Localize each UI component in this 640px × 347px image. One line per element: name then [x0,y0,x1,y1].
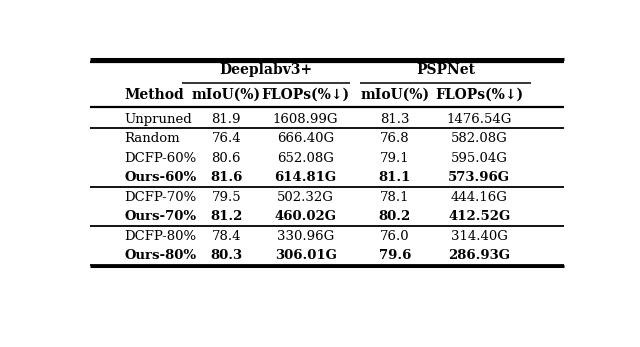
Text: 79.6: 79.6 [379,249,411,262]
Text: 314.40G: 314.40G [451,230,508,243]
Text: mIoU(%): mIoU(%) [192,88,261,102]
Text: 76.0: 76.0 [380,230,410,243]
Text: Ours-60%: Ours-60% [125,171,197,184]
Text: 286.93G: 286.93G [448,249,510,262]
Text: 444.16G: 444.16G [451,191,508,204]
Text: 79.5: 79.5 [211,191,241,204]
Text: 412.52G: 412.52G [448,210,511,223]
Text: 595.04G: 595.04G [451,152,508,164]
Text: Random: Random [125,132,180,145]
Text: FLOPs(%↓): FLOPs(%↓) [435,88,524,102]
Text: 80.6: 80.6 [212,152,241,164]
Text: mIoU(%): mIoU(%) [360,88,429,102]
Text: 81.3: 81.3 [380,113,410,126]
Text: 652.08G: 652.08G [277,152,334,164]
Text: PSPNet: PSPNet [416,64,476,77]
Text: 80.3: 80.3 [211,249,243,262]
Text: 79.1: 79.1 [380,152,410,164]
Text: 81.1: 81.1 [379,171,411,184]
Text: 573.96G: 573.96G [448,171,510,184]
Text: Deeplabv3+: Deeplabv3+ [220,64,312,77]
Text: 306.01G: 306.01G [275,249,337,262]
Text: Method: Method [125,88,184,102]
Text: 76.8: 76.8 [380,132,410,145]
Text: 614.81G: 614.81G [275,171,337,184]
Text: 81.9: 81.9 [212,113,241,126]
Text: 80.2: 80.2 [379,210,411,223]
Text: Unpruned: Unpruned [125,113,193,126]
Text: FLOPs(%↓): FLOPs(%↓) [262,88,349,102]
Text: Ours-70%: Ours-70% [125,210,196,223]
Text: 76.4: 76.4 [211,132,241,145]
Text: 1608.99G: 1608.99G [273,113,339,126]
Text: 81.2: 81.2 [210,210,243,223]
Text: 330.96G: 330.96G [277,230,334,243]
Text: 1476.54G: 1476.54G [447,113,512,126]
Text: 81.6: 81.6 [210,171,243,184]
Text: 78.4: 78.4 [212,230,241,243]
Text: 460.02G: 460.02G [275,210,337,223]
Text: Ours-80%: Ours-80% [125,249,196,262]
Text: 666.40G: 666.40G [277,132,334,145]
Text: DCFP-60%: DCFP-60% [125,152,197,164]
Text: DCFP-70%: DCFP-70% [125,191,197,204]
Text: 502.32G: 502.32G [277,191,334,204]
Text: 582.08G: 582.08G [451,132,508,145]
Text: DCFP-80%: DCFP-80% [125,230,196,243]
Text: 78.1: 78.1 [380,191,410,204]
